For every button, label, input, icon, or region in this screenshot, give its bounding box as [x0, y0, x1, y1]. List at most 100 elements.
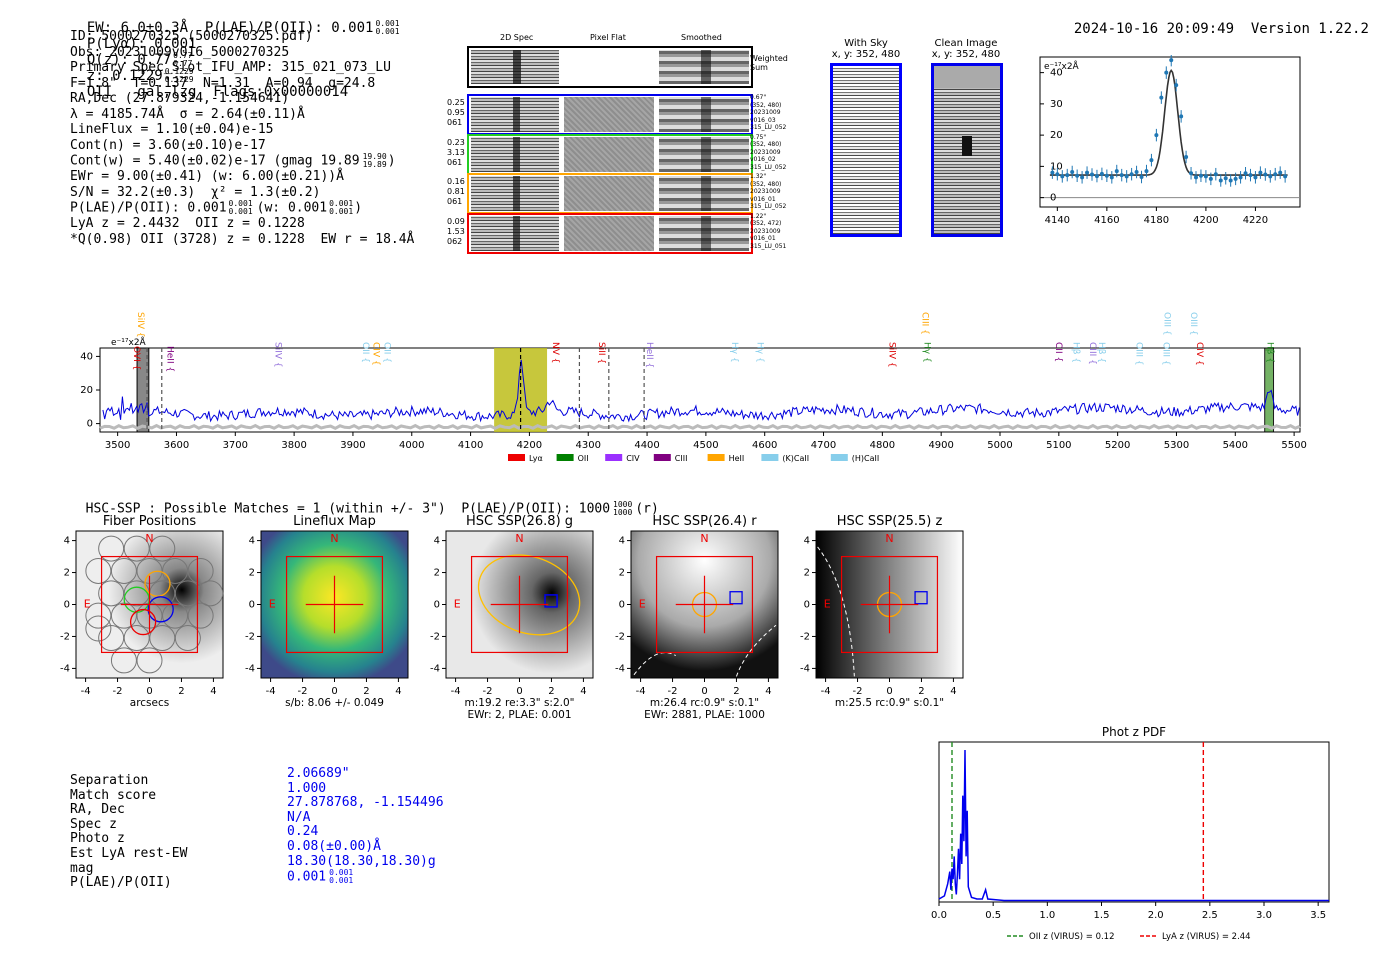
- col-header-2dspec: 2D Spec: [500, 33, 534, 42]
- clean-image-source: [962, 136, 972, 156]
- spectrum-frame: [99, 347, 1301, 433]
- data-point: [1139, 175, 1144, 179]
- x-tick-label: 2: [178, 686, 184, 697]
- data-point: [1050, 170, 1055, 175]
- photz-frame: [938, 741, 1330, 903]
- info-obs: Obs: 20231009v016_5000270325: [70, 44, 290, 60]
- row-left-label: 0.25: [447, 98, 465, 107]
- data-point: [1253, 175, 1258, 180]
- y-tick-label: -2: [245, 631, 255, 642]
- fiber-circle: [174, 580, 201, 607]
- data-point: [1094, 174, 1099, 179]
- row-left-label: 0.23: [447, 137, 465, 147]
- data-point: [1154, 133, 1159, 138]
- fiber-circle: [187, 557, 214, 584]
- panel-caption: m:25.5 rc:0.9" s:0.1": [835, 697, 944, 709]
- line-id-label: Hγ {: [755, 342, 765, 363]
- data-point: [1263, 172, 1268, 177]
- x-tick-label: 4700: [811, 440, 836, 451]
- x-tick-label: 0.0: [931, 910, 947, 921]
- weighted-smoothed-trace: [701, 50, 711, 84]
- line-id-label: Hβ {: [1096, 342, 1106, 363]
- x-tick-label: 4600: [752, 440, 777, 451]
- match-label: Separation: [70, 773, 149, 788]
- line-id-label: SiIV {: [886, 342, 896, 368]
- fiber-circle: [85, 615, 112, 642]
- match-box: [914, 591, 928, 605]
- x-tick-label: 2: [733, 686, 739, 697]
- row-right-label: v016_01: [750, 195, 776, 203]
- x-tick-label: 3600: [164, 440, 189, 451]
- row-right-label: (352, 472): [750, 220, 782, 227]
- row-left-labels: 0.09 1.53 062: [447, 217, 465, 247]
- row-left-label: 3.13: [447, 147, 465, 157]
- row-right-labels: 0.75" (352, 480) 20231009 v016_02 315_LU_052: [750, 134, 786, 172]
- y-tick-label: 4: [434, 536, 440, 547]
- data-point: [1273, 172, 1278, 177]
- compass-east: E: [269, 598, 276, 611]
- match-mag: 18.30(18.30,18.30)g: [287, 853, 436, 869]
- aperture-box: [285, 555, 384, 654]
- data-point: [1228, 178, 1233, 183]
- row-right-label: (352, 480): [750, 101, 782, 109]
- fiber-circle: [149, 535, 176, 562]
- row-left-label: 1.53: [447, 226, 465, 236]
- x-tick-label: 4220: [1243, 215, 1268, 226]
- row-pixelflat: [564, 136, 654, 172]
- x-tick-label: 4800: [870, 440, 895, 451]
- compass-north: N: [145, 532, 153, 545]
- line-id-label: Hγ {: [729, 342, 739, 363]
- compass-north: N: [885, 532, 893, 545]
- panel-caption: m:19.2 re:3.3" s:2.0": [465, 697, 575, 709]
- compass-north: N: [330, 532, 338, 545]
- fiber-circle: [110, 602, 137, 629]
- row-pixelflat: [564, 215, 654, 251]
- data-point: [1055, 172, 1060, 177]
- fiber-circle: [174, 625, 201, 652]
- legend-label: (K)CaII: [782, 454, 809, 463]
- x-tick-label: 4: [950, 686, 956, 697]
- data-point: [1169, 58, 1174, 63]
- row-pixelflat: [564, 176, 654, 211]
- data-point: [1159, 95, 1164, 100]
- spectrum-line: [102, 359, 1300, 423]
- info-params: F=1.8" T=0.137 N=1.31 A=0.94 g=24.8: [70, 75, 376, 91]
- y-tick-label: 2: [249, 568, 255, 579]
- row-left-label: 0.81: [447, 187, 465, 196]
- x-tick-label: 3800: [281, 440, 306, 451]
- plya-summary: P(Lyα): 0.001: [86, 36, 197, 52]
- y-tick-label: 2: [619, 568, 625, 579]
- cutout-row: [467, 94, 753, 135]
- data-point: [1243, 171, 1248, 176]
- match-specz: N/A: [287, 809, 311, 825]
- data-point: [1233, 176, 1238, 181]
- z-summary: z: 0.1229: [86, 68, 163, 84]
- data-point: [1164, 70, 1169, 75]
- x-tick-label: 4400: [634, 440, 659, 451]
- y-tick-label: 20: [80, 385, 93, 396]
- row-right-label: 0.67": [750, 94, 767, 101]
- match-label: Match score: [70, 787, 157, 803]
- row-right-label: (352, 480): [750, 141, 782, 148]
- row-left-label: 062: [447, 236, 463, 246]
- data-point: [1090, 172, 1094, 177]
- y-tick-label: -4: [245, 663, 255, 674]
- fiber-circle: [187, 602, 214, 629]
- qz-summary: Q(z): 0.77: [86, 52, 172, 68]
- match-photoz: 0.24: [287, 824, 319, 840]
- x-tick-label: -2: [298, 686, 308, 697]
- line-id-label: OIII {: [1188, 312, 1198, 336]
- line-id-label: SiII {: [596, 342, 606, 364]
- compass-east: E: [824, 598, 831, 611]
- cutout-row: [467, 173, 753, 214]
- aperture-box: [840, 555, 939, 654]
- info-q: *Q(0.98) OII (3728) z = 0.1228 EW r = 18…: [70, 231, 415, 247]
- col-header-pixelflat: Pixel Flat: [590, 33, 626, 42]
- row-right-label: 315_LU_052: [750, 203, 787, 210]
- fiber-circle: [98, 535, 125, 562]
- y-tick-label: 2: [64, 568, 70, 579]
- fiber-circle: [162, 602, 189, 629]
- compass-north: N: [700, 532, 708, 545]
- line-fit-unit: e⁻¹⁷x2Å: [1044, 60, 1080, 72]
- panel-caption: m:26.4 rc:0.9" s:0.1": [650, 697, 759, 709]
